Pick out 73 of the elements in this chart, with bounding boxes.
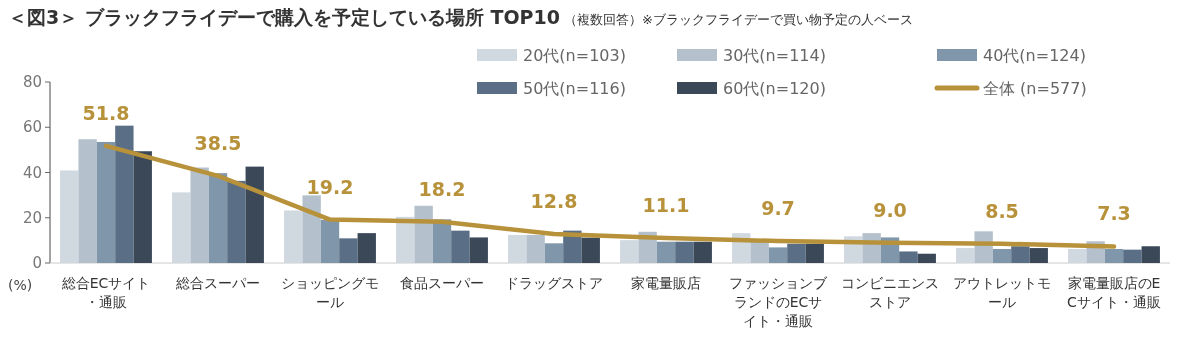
- y-tick-label: 80: [22, 73, 42, 91]
- bar: [1068, 248, 1087, 263]
- bar: [284, 210, 303, 263]
- data-label: 9.7: [761, 197, 795, 220]
- x-tick-label: 総合スーパー: [175, 275, 260, 291]
- bar: [620, 240, 639, 263]
- bar: [956, 248, 975, 263]
- legend-label: 50代(n=116): [523, 79, 626, 98]
- bar: [1011, 246, 1030, 263]
- x-tick-label: コンビニエンスストア: [841, 275, 939, 310]
- bar: [60, 170, 79, 263]
- bar: [581, 237, 600, 263]
- bar: [96, 141, 116, 263]
- data-label: 8.5: [985, 199, 1019, 222]
- bar: [133, 151, 152, 263]
- bar: [768, 247, 788, 263]
- legend-label: 20代(n=103): [523, 46, 626, 65]
- data-label: 9.0: [873, 198, 907, 221]
- bar: [320, 219, 340, 263]
- bar: [992, 248, 1012, 263]
- bar: [78, 139, 97, 263]
- x-tick-label: ドラッグストア: [505, 275, 603, 291]
- data-label: 19.2: [306, 175, 354, 198]
- bar: [245, 166, 264, 263]
- bar: [1104, 248, 1124, 263]
- data-label: 7.3: [1097, 202, 1131, 225]
- y-tick-label: 20: [22, 208, 42, 227]
- data-label: 38.5: [194, 131, 242, 154]
- chart-subtitle: （複数回答）※ブラックフライデーで買い物予定の人ベース: [563, 12, 913, 27]
- y-tick-label: 40: [22, 163, 42, 182]
- x-tick-label: 総合ECサイト・通販: [60, 275, 151, 310]
- x-tick-label: 家電量販店のECサイト・通販: [1067, 275, 1161, 310]
- bar: [172, 192, 191, 263]
- legend-label: 60代(n=120): [723, 79, 826, 98]
- bar: [469, 237, 488, 263]
- bar: [339, 238, 358, 263]
- x-tick-label: 食品スーパー: [400, 275, 484, 291]
- y-tick-label: 60: [22, 118, 42, 137]
- legend-label: 40代(n=124): [983, 46, 1086, 65]
- bar: [917, 253, 936, 263]
- bar: [1123, 249, 1142, 263]
- bar: [544, 243, 564, 263]
- bar: [1029, 248, 1048, 263]
- y-axis-title: (%): [8, 277, 33, 293]
- legend-label: 全体 (n=577): [983, 79, 1087, 98]
- data-label: 51.8: [82, 101, 130, 124]
- bar: [675, 241, 694, 263]
- bar: [787, 243, 806, 263]
- bar: [899, 251, 918, 263]
- y-tick-label: 0: [32, 254, 42, 272]
- bar: [190, 167, 209, 263]
- bar: [414, 205, 433, 263]
- bar: [508, 234, 527, 263]
- bar: [227, 180, 246, 263]
- bar: [693, 241, 712, 263]
- bar: [1141, 246, 1160, 263]
- data-label: 18.2: [418, 177, 466, 200]
- x-tick-label: 家電量販店: [631, 275, 701, 291]
- data-label: 11.1: [642, 193, 690, 216]
- bar: [656, 241, 676, 263]
- bar: [115, 125, 134, 263]
- x-tick-label: アウトレットモール: [953, 275, 1051, 310]
- bar: [302, 195, 321, 263]
- bar: [526, 234, 545, 263]
- bar: [451, 230, 470, 263]
- chart-title: ＜図3＞ ブラックフライデーで購入を予定している場所 TOP10: [8, 6, 560, 28]
- data-label: 12.8: [530, 190, 578, 213]
- bar: [357, 233, 376, 263]
- x-tick-label: ショッピングモール: [281, 275, 379, 310]
- x-tick-label: ファッションブランドのECサイト・通販: [729, 275, 828, 329]
- bar: [208, 173, 228, 263]
- legend-label: 30代(n=114): [723, 46, 826, 65]
- bar: [805, 243, 824, 263]
